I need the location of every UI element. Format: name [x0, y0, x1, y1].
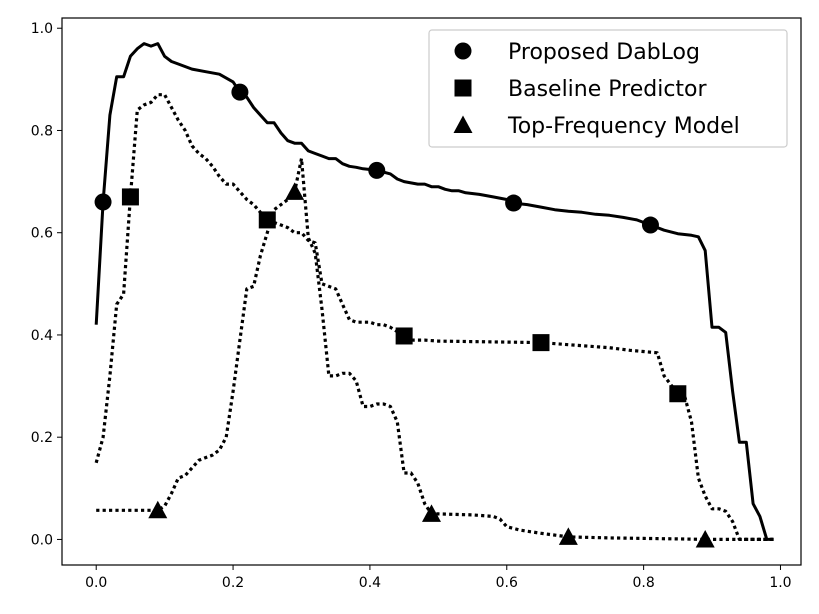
- x-tick-label: 0.4: [359, 575, 381, 591]
- series-line-top-frequency-model: [96, 157, 774, 541]
- y-tick-label: 0.4: [31, 328, 53, 344]
- x-tick-label: 0.0: [85, 575, 107, 591]
- data-point-top-frequency-model: [695, 529, 715, 548]
- legend-marker-circle: [454, 42, 472, 60]
- data-point-top-frequency-model: [422, 504, 441, 522]
- data-point-proposed-dablog: [641, 216, 659, 234]
- data-point-baseline-predictor: [121, 188, 139, 206]
- plot-area: [94, 42, 774, 548]
- data-point-top-frequency-model: [148, 500, 168, 519]
- plot-frame: [61, 17, 802, 566]
- x-tick-label: 0.8: [632, 575, 654, 591]
- x-tick-label: 0.6: [496, 575, 518, 591]
- y-tick-label: 0.6: [31, 226, 53, 242]
- legend-label: Top-Frequency Model: [507, 114, 740, 139]
- x-tick-label: 1.0: [769, 575, 791, 591]
- data-point-proposed-dablog: [505, 194, 523, 212]
- data-point-baseline-predictor: [532, 334, 550, 352]
- legend-label: Proposed DabLog: [508, 40, 700, 65]
- axes: 0.0 0.2 0.4 0.6 0.8 1.0 0.0 0.2 0.4 0.6 0.8 1.0: [31, 21, 792, 591]
- series-line-proposed-dablog: [94, 42, 774, 541]
- series-top-frequency-model: [96, 157, 774, 548]
- y-tick-label: 0.0: [31, 532, 53, 548]
- legend-label: Baseline Predictor: [508, 77, 708, 102]
- y-tick-label: 0.2: [31, 430, 53, 446]
- y-tick-label: 0.8: [31, 123, 53, 139]
- data-point-baseline-predictor: [258, 211, 276, 229]
- legend-marker-square: [454, 79, 472, 97]
- data-point-baseline-predictor: [395, 327, 413, 345]
- legend-marker-triangle: [453, 115, 473, 133]
- y-tick-label: 1.0: [31, 21, 53, 37]
- data-point-proposed-dablog: [231, 83, 249, 101]
- legend: Proposed DabLog Baseline Predictor Top-Fre…: [428, 29, 788, 148]
- series-baseline-predictor: [94, 93, 774, 541]
- series-proposed-dablog: [94, 42, 774, 541]
- data-point-proposed-dablog: [368, 161, 386, 179]
- data-point-baseline-predictor: [669, 385, 687, 403]
- x-tick-label: 0.2: [222, 575, 244, 591]
- data-point-top-frequency-model: [285, 182, 305, 200]
- legend-box: [428, 29, 788, 148]
- data-point-proposed-dablog: [94, 193, 112, 211]
- data-point-top-frequency-model: [558, 527, 578, 545]
